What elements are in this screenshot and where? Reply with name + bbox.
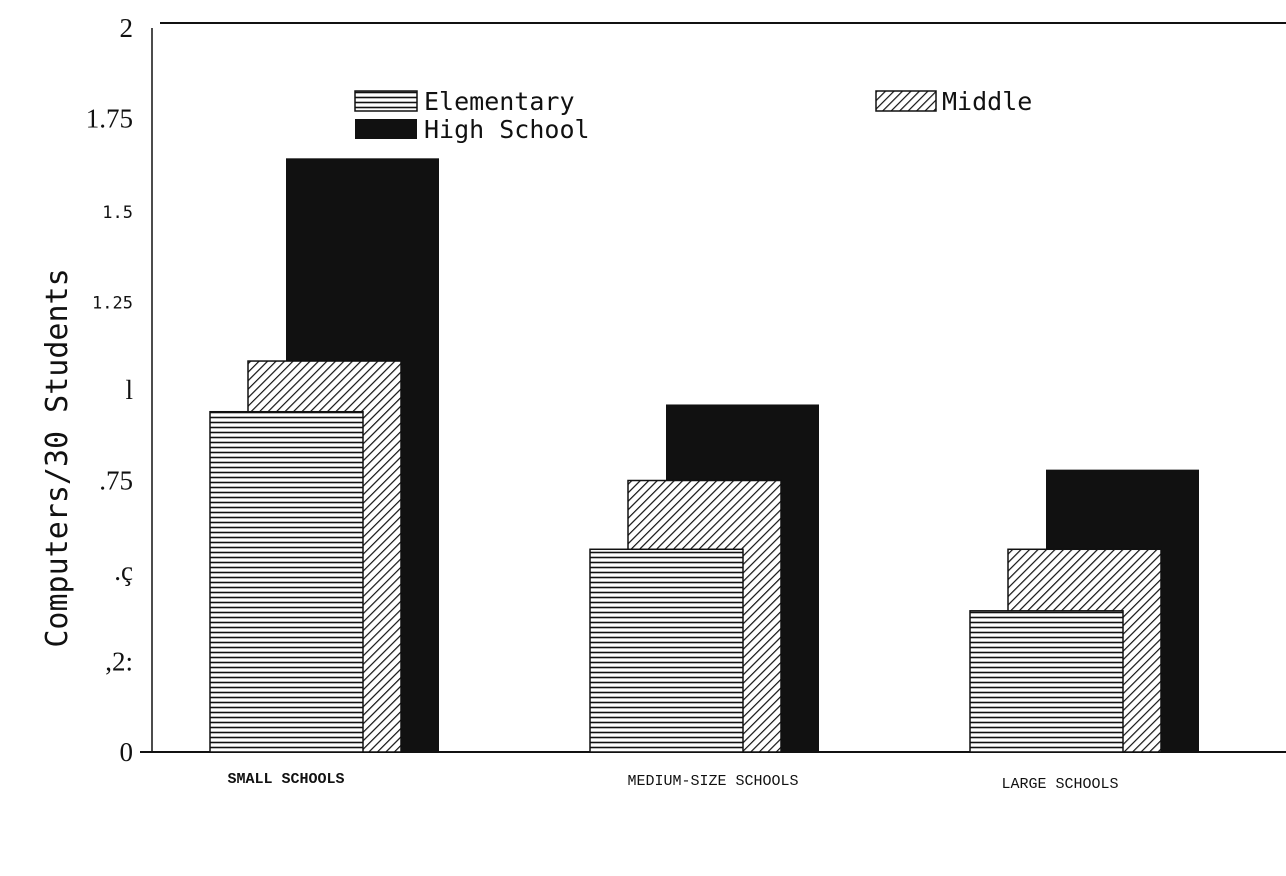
category-label-small: SMALL SCHOOLS [227,771,344,788]
legend-swatch-middle [875,90,937,112]
y-tick-label-3: .75 [99,466,133,496]
legend-label-high-school: High School [424,115,590,144]
y-tick-label-5: 1.25 [92,294,133,314]
y-tick-label-0: 0 [120,737,134,767]
y-axis-label: Computers/30 Students [40,268,75,647]
y-tick-labels: 0 ,2: .ç .75 l 1.25 1.5 1.75 2 [86,13,133,767]
category-label-medium: MEDIUM-SIZE SCHOOLS [627,773,798,790]
y-tick-label-7: 1.75 [86,104,133,134]
legend-swatch-elementary [354,90,418,112]
bar-elementary-large-schools [969,610,1124,753]
y-tick-label-4: l [125,375,133,405]
bar-elementary-medium-size-schools [589,548,744,753]
legend-label-middle: Middle [942,87,1032,116]
bar-elementary-small-schools [209,410,364,753]
y-tick-label-6: 1.5 [102,203,133,223]
category-label-large: LARGE SCHOOLS [1001,776,1118,793]
y-tick-label-2: .ç [114,556,133,586]
bars [209,158,1199,753]
legend-swatch-high-school [355,119,417,139]
legend: Elementary Middle High School [354,87,1032,144]
y-tick-label-1: ,2: [105,647,133,677]
y-tick-label-8: 2 [120,13,134,43]
legend-label-elementary: Elementary [424,87,575,116]
